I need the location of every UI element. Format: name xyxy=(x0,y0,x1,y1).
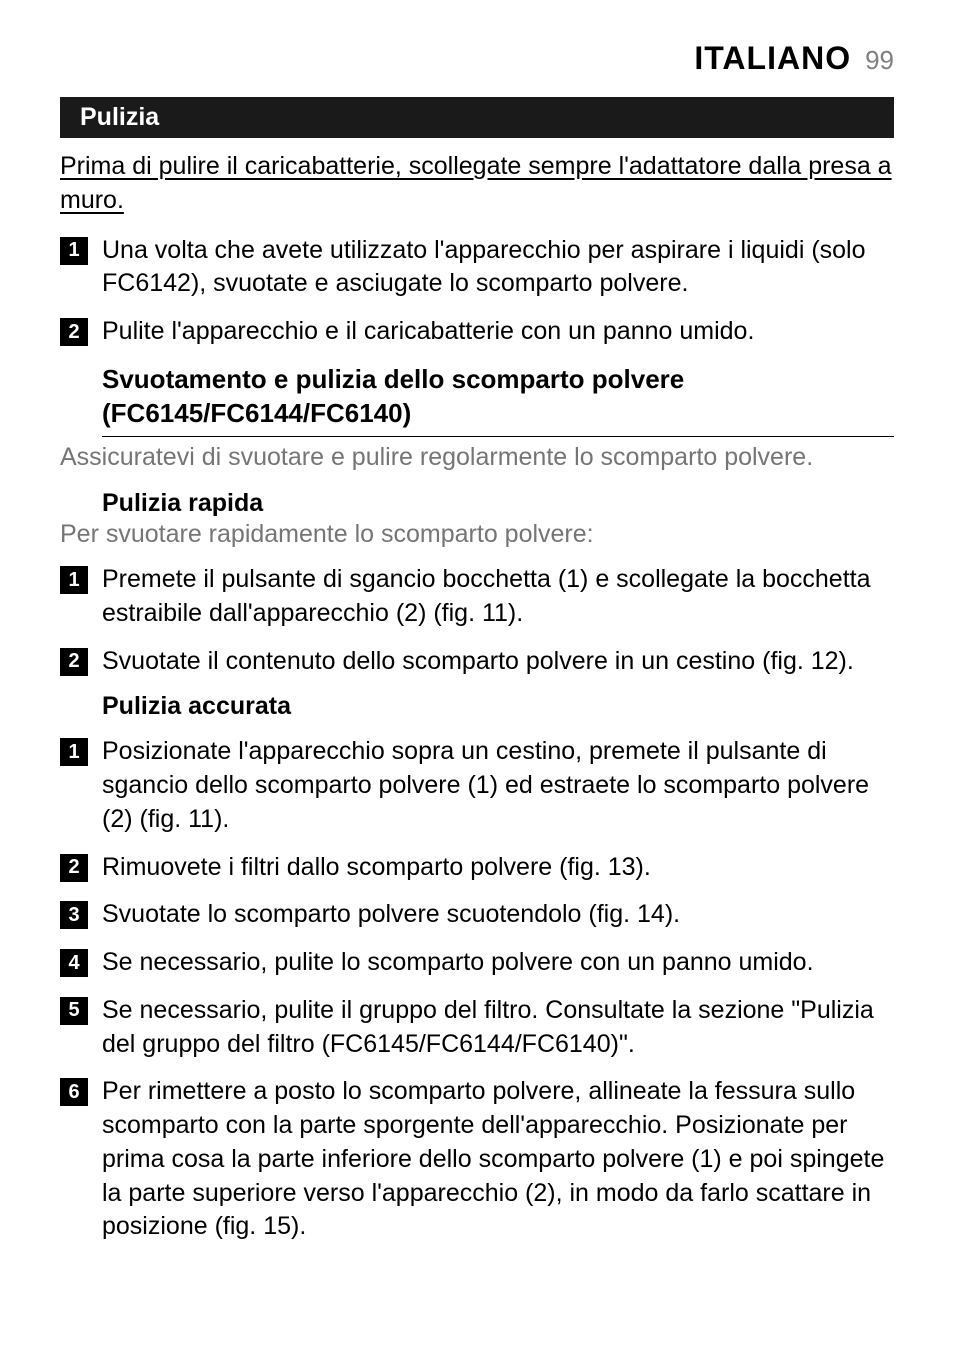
step-text: Premete il pulsante di sgancio bocchetta… xyxy=(102,563,894,631)
step-text: Una volta che avete utilizzato l'apparec… xyxy=(102,234,894,302)
language-title: ITALIANO xyxy=(694,40,851,76)
step-number-box: 1 xyxy=(60,738,88,766)
intro-underlined-text: Prima di pulire il caricabatterie, scoll… xyxy=(60,150,894,218)
step-text: Svuotate il contenuto dello scomparto po… xyxy=(102,645,894,679)
sub-sub-heading: Pulizia rapida xyxy=(102,489,894,518)
step-item: 3 Svuotate lo scomparto polvere scuotend… xyxy=(60,898,894,932)
step-number-box: 2 xyxy=(60,854,88,882)
step-text: Posizionate l'apparecchio sopra un cesti… xyxy=(102,735,894,836)
step-text: Per rimettere a posto lo scomparto polve… xyxy=(102,1075,894,1244)
step-item: 1 Premete il pulsante di sgancio bocchet… xyxy=(60,563,894,631)
step-item: 5 Se necessario, pulite il gruppo del fi… xyxy=(60,994,894,1062)
step-item: 2 Rimuovete i filtri dallo scomparto pol… xyxy=(60,851,894,885)
step-text: Svuotate lo scomparto polvere scuotendol… xyxy=(102,898,894,932)
manual-page: ITALIANO 99 Pulizia Prima di pulire il ca… xyxy=(0,0,954,1318)
step-number-box: 5 xyxy=(60,997,88,1025)
step-item: 4 Se necessario, pulite lo scomparto pol… xyxy=(60,946,894,980)
body-paragraph: Per svuotare rapidamente lo scomparto po… xyxy=(60,520,894,549)
step-number-box: 1 xyxy=(60,237,88,265)
step-text: Se necessario, pulite il gruppo del filt… xyxy=(102,994,894,1062)
sub-heading: Svuotamento e pulizia dello scomparto po… xyxy=(102,363,894,438)
page-header: ITALIANO 99 xyxy=(60,40,894,77)
step-number-box: 4 xyxy=(60,949,88,977)
step-number-box: 2 xyxy=(60,318,88,346)
sub-sub-heading: Pulizia accurata xyxy=(102,692,894,721)
step-number-box: 3 xyxy=(60,901,88,929)
step-text: Se necessario, pulite lo scomparto polve… xyxy=(102,946,894,980)
step-number-box: 6 xyxy=(60,1078,88,1106)
body-paragraph: Assicuratevi di svuotare e pulire regola… xyxy=(60,441,894,475)
step-number-box: 1 xyxy=(60,566,88,594)
step-item: 2 Svuotate il contenuto dello scomparto … xyxy=(60,645,894,679)
step-item: 2 Pulite l'apparecchio e il caricabatter… xyxy=(60,315,894,349)
step-item: 6 Per rimettere a posto lo scomparto pol… xyxy=(60,1075,894,1244)
step-item: 1 Posizionate l'apparecchio sopra un ces… xyxy=(60,735,894,836)
step-text: Pulite l'apparecchio e il caricabatterie… xyxy=(102,315,894,349)
page-number: 99 xyxy=(865,45,894,75)
step-number-box: 2 xyxy=(60,648,88,676)
step-item: 1 Una volta che avete utilizzato l'appar… xyxy=(60,234,894,302)
step-text: Rimuovete i filtri dallo scomparto polve… xyxy=(102,851,894,885)
section-heading-bar: Pulizia xyxy=(60,97,894,138)
